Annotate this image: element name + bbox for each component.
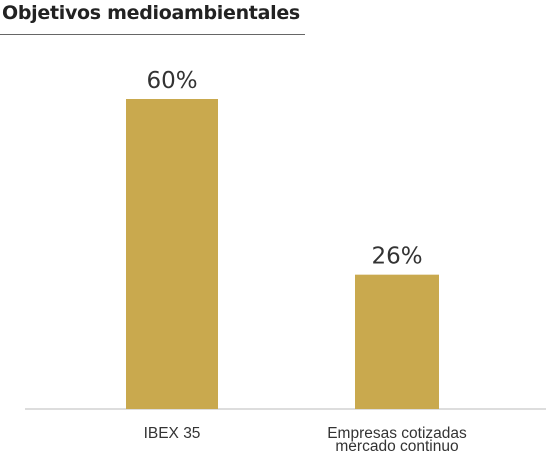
bar-0 <box>126 99 218 409</box>
bar-1 <box>355 274 439 409</box>
data-label-0: 60% <box>146 68 197 94</box>
title-underline <box>0 34 305 35</box>
chart-title: Objetivos medioambientales <box>2 2 300 24</box>
data-label-1: 26% <box>371 244 422 270</box>
category-label-0-line-0: IBEX 35 <box>144 425 201 442</box>
category-label-1-line-0: Empresas cotizadas <box>327 425 467 442</box>
category-label-1-line-1: mercado continuo <box>335 438 458 455</box>
